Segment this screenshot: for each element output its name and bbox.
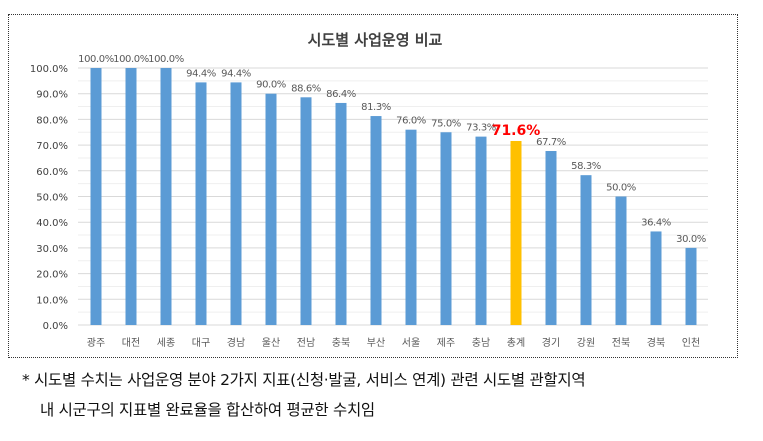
bar-제주 (440, 132, 452, 325)
bar-광주 (90, 68, 102, 325)
data-label: 94.4% (186, 68, 216, 79)
y-tick-label: 60.0% (36, 167, 68, 178)
data-label: 75.0% (431, 118, 461, 129)
y-tick-label: 10.0% (36, 295, 68, 306)
bar-전북 (615, 196, 627, 325)
data-label: 76.0% (396, 116, 426, 127)
bar-인천 (685, 247, 697, 325)
x-tick-label: 총계 (507, 337, 525, 349)
data-label: 88.6% (291, 83, 321, 94)
footnote-line-1: * 시도별 수치는 사업운영 분야 2가지 지표(신청·발굴, 서비스 연계) … (22, 371, 586, 389)
data-label: 90.0% (256, 80, 286, 91)
x-tick-label: 충북 (332, 337, 350, 349)
y-tick-label: 20.0% (36, 270, 68, 281)
data-label: 81.3% (361, 102, 391, 113)
data-label: 94.4% (221, 68, 251, 79)
x-tick-label: 전남 (297, 337, 315, 349)
data-label: 100.0% (78, 54, 114, 65)
data-label: 67.7% (536, 137, 566, 148)
y-tick-label: 100.0% (30, 64, 68, 75)
x-tick-label: 충남 (472, 337, 490, 349)
bar-충남 (475, 136, 487, 325)
data-label: 71.6% (492, 123, 541, 139)
x-tick-label: 서울 (402, 337, 420, 349)
bar-경기 (545, 151, 557, 325)
data-label: 58.3% (571, 161, 601, 172)
bar-경남 (230, 82, 242, 325)
x-tick-label: 강원 (577, 337, 595, 349)
x-tick-label: 경북 (647, 336, 665, 349)
x-tick-label: 세종 (157, 337, 175, 349)
x-tick-label: 경기 (542, 336, 560, 349)
bar-경북 (650, 231, 662, 325)
x-tick-label: 제주 (437, 337, 455, 349)
x-tick-label: 대구 (192, 337, 210, 349)
y-tick-label: 0.0% (43, 321, 68, 332)
data-label: 86.4% (326, 89, 356, 100)
y-tick-label: 70.0% (36, 141, 68, 152)
x-tick-label: 울산 (262, 337, 280, 349)
bar-세종 (160, 68, 172, 325)
bar-대구 (195, 82, 207, 325)
data-label: 30.0% (676, 234, 706, 245)
bar-강원 (580, 175, 592, 325)
x-tick-label: 부산 (367, 337, 385, 349)
bar-울산 (265, 93, 277, 325)
x-tick-label: 광주 (87, 337, 105, 349)
bar-대전 (125, 68, 137, 325)
bar-서울 (405, 129, 417, 325)
footnote-line-2: 내 시군구의 지표별 완료율을 합산하여 평균한 수치임 (40, 401, 375, 419)
bar-전남 (300, 97, 312, 325)
data-label: 73.3% (466, 123, 496, 134)
x-tick-label: 인천 (682, 337, 700, 349)
bar-총계 (510, 140, 522, 325)
x-tick-label: 전북 (612, 337, 630, 349)
x-tick-label: 대전 (122, 337, 140, 349)
bar-충북 (335, 102, 347, 326)
data-label: 36.4% (641, 217, 671, 228)
bar-부산 (370, 116, 382, 326)
x-tick-label: 경남 (227, 336, 245, 349)
data-label: 50.0% (606, 183, 636, 194)
y-tick-label: 40.0% (36, 218, 68, 229)
data-label: 100.0% (148, 54, 184, 65)
y-tick-label: 50.0% (36, 193, 68, 204)
y-tick-label: 30.0% (36, 244, 68, 255)
chart-title: 시도별 사업운영 비교 (308, 31, 443, 49)
y-tick-label: 90.0% (36, 90, 68, 101)
data-label: 100.0% (113, 54, 149, 65)
y-tick-label: 80.0% (36, 115, 68, 126)
bar-chart: 시도별 사업운영 비교 0.0% 10.0% 20.0% 30.0% 40.0% 50.0… (30, 31, 708, 349)
chart-frame (8, 14, 738, 358)
